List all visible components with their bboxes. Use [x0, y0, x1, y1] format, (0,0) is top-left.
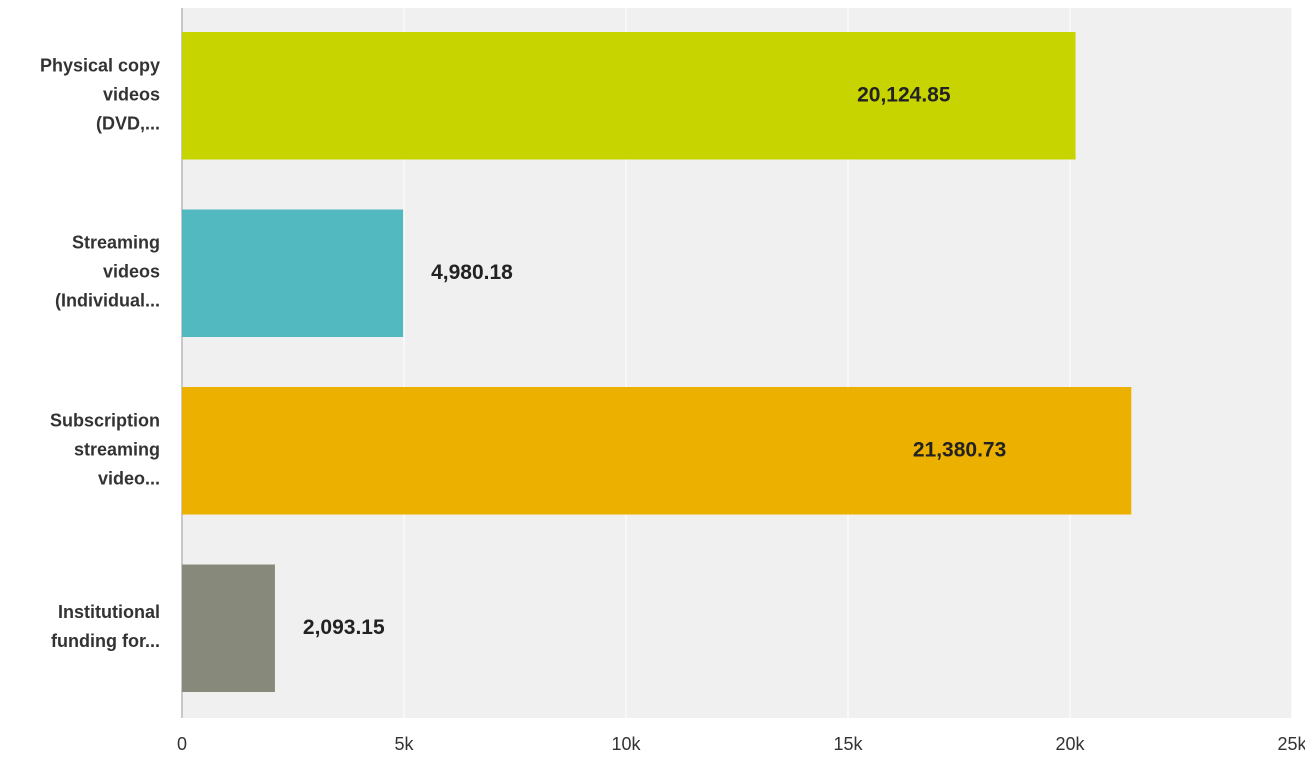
- value-label: 2,093.15: [303, 616, 385, 639]
- bar: [182, 564, 275, 692]
- x-tick-label: 25k: [1277, 734, 1305, 754]
- y-tick-label: Institutional funding for...: [51, 602, 160, 652]
- x-tick-label: 5k: [394, 734, 414, 754]
- x-tick-label: 15k: [833, 734, 863, 754]
- x-tick-label: 0: [177, 734, 187, 754]
- value-label: 4,980.18: [431, 261, 513, 284]
- y-tick-label: Streaming videos (Individual...: [54, 232, 160, 311]
- x-tick-label: 10k: [611, 734, 641, 754]
- bar: [182, 387, 1132, 515]
- value-label: 20,124.85: [857, 83, 951, 106]
- bar: [182, 209, 404, 337]
- x-tick-label: 20k: [1055, 734, 1085, 754]
- bar: [182, 32, 1076, 160]
- y-tick-label: Physical copy videos (DVD,...: [39, 55, 160, 134]
- y-tick-label: Subscription streaming video...: [49, 410, 160, 489]
- value-label: 21,380.73: [913, 438, 1006, 461]
